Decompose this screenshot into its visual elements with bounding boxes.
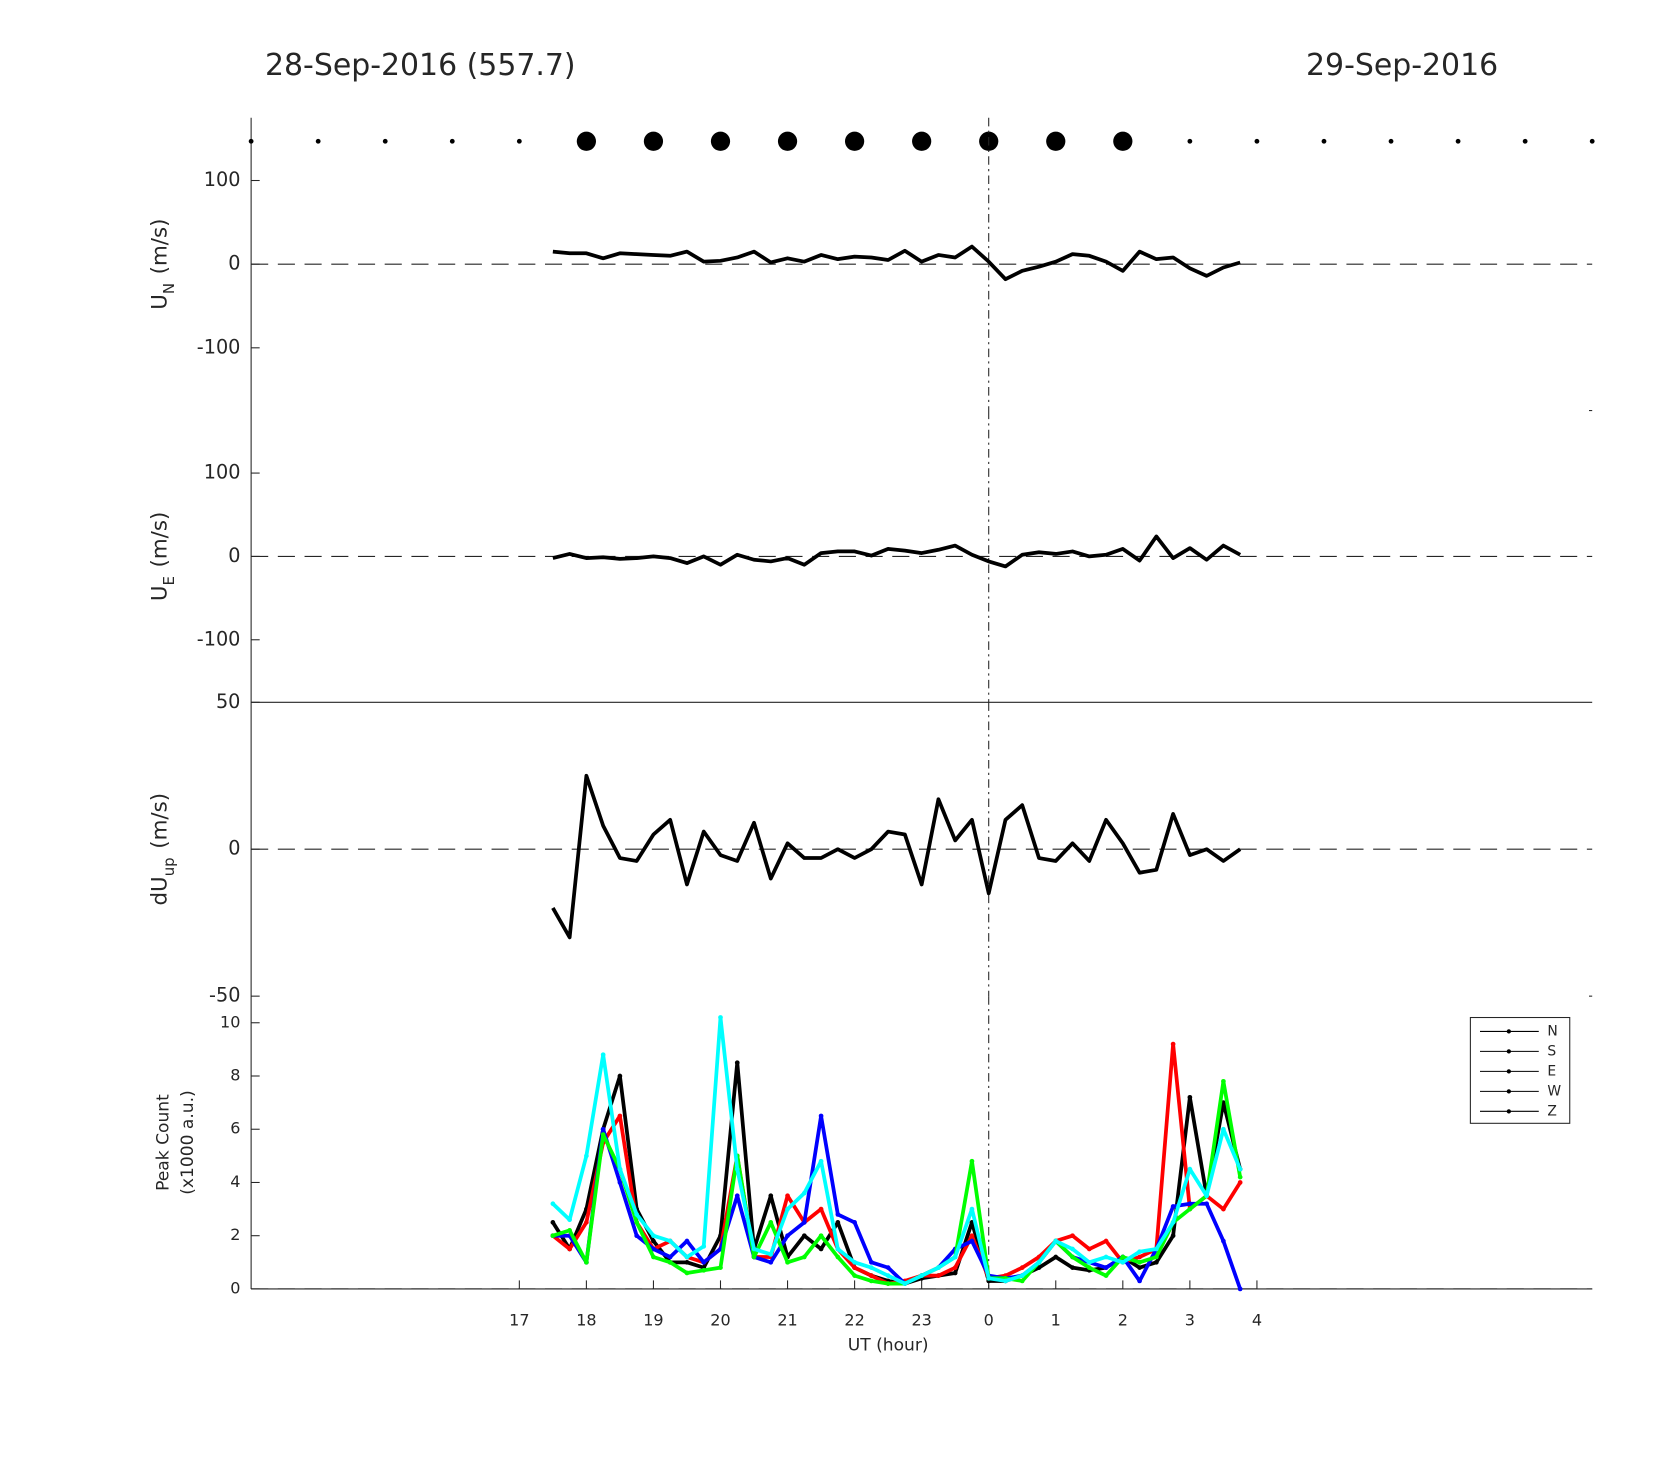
legend-dot (1506, 1029, 1511, 1034)
marker-dot (382, 138, 388, 144)
y-tick-label: 0 (230, 1278, 240, 1297)
y-tick-label: 6 (230, 1119, 240, 1138)
y-axis-label: Peak Count (153, 1094, 173, 1191)
x-tick-label: 0 (984, 1310, 994, 1329)
y-label-unit: (m/s) (147, 219, 172, 275)
y-label-sub: N (159, 283, 177, 294)
y-tick-label: -100 (197, 335, 241, 358)
y-label-sub: up (159, 857, 177, 876)
x-tick-label: 18 (576, 1310, 596, 1329)
y-label-main: U (147, 586, 172, 602)
marker-dot (710, 131, 731, 151)
x-tick-label: 17 (509, 1310, 529, 1329)
x-tick-label: 19 (643, 1310, 663, 1329)
legend-dot (1506, 1069, 1511, 1074)
marker-dot (777, 131, 798, 151)
data-line (552, 1079, 1243, 1286)
marker-dot (516, 138, 522, 144)
marker-dot (1321, 138, 1327, 144)
legend-label: N (1547, 1023, 1557, 1039)
y-axis-label: (x1000 a.u.) (178, 1090, 198, 1194)
marker-dot (576, 131, 597, 151)
legend-label: W (1547, 1083, 1561, 1099)
data-line (551, 1042, 1242, 1286)
marker-dot (844, 131, 865, 151)
chart-title: 28-Sep-2016 (557.7) (265, 48, 576, 83)
marker-dot (1113, 131, 1133, 151)
marker-dot (1254, 138, 1260, 144)
marker-dot (1187, 138, 1193, 144)
y-tick-label: 0 (228, 544, 240, 567)
marker-dot (1388, 138, 1394, 144)
y-tick-label: 4 (230, 1172, 240, 1191)
y-label-unit: (m/s) (147, 793, 172, 849)
data-line (551, 1015, 1242, 1286)
y-tick-label: 50 (216, 690, 240, 713)
legend-box (1469, 1016, 1571, 1124)
y-label-main: dU (147, 876, 172, 905)
marker-dot (1589, 138, 1595, 144)
data-line (551, 773, 1242, 940)
y-axis-label: UN (m/s) (147, 219, 177, 310)
marker-dot (248, 138, 254, 144)
y-axis-label: dUup (m/s) (147, 793, 177, 906)
x-tick-label: 1 (1051, 1310, 1061, 1329)
y-tick-label: 2 (230, 1225, 240, 1244)
y-tick-label: -50 (209, 984, 240, 1007)
marker-dot (1046, 131, 1066, 151)
marker-dot (315, 138, 321, 144)
y-tick-label: 0 (228, 837, 240, 860)
y-tick-label: 8 (230, 1066, 240, 1085)
x-tick-label: 3 (1185, 1310, 1195, 1329)
y-tick-label: 10 (220, 1012, 240, 1031)
legend-dot (1506, 1089, 1511, 1094)
x-axis-label: UT (hour) (848, 1336, 929, 1356)
y-axis-label: UE (m/s) (147, 512, 177, 601)
chart-title-right: 29-Sep-2016 (1306, 48, 1498, 83)
y-tick-label: 100 (204, 168, 241, 191)
marker-dot (643, 131, 664, 151)
legend-label: S (1547, 1043, 1556, 1059)
y-tick-label: 100 (204, 461, 241, 484)
x-tick-label: 4 (1252, 1310, 1262, 1329)
y-tick-label: -100 (197, 627, 241, 650)
x-tick-label: 2 (1118, 1310, 1128, 1329)
marker-dot (1522, 138, 1528, 144)
y-label-main: U (147, 294, 172, 310)
legend-label: E (1547, 1063, 1556, 1079)
marker-dot (912, 131, 932, 151)
legend-dot (1506, 1049, 1511, 1054)
data-line (552, 534, 1242, 569)
y-label-unit: (m/s) (147, 512, 172, 568)
x-tick-label: 20 (710, 1310, 730, 1329)
y-tick-label: 0 (228, 252, 240, 275)
data-line (552, 244, 1241, 282)
legend-dot (1506, 1109, 1511, 1114)
x-tick-label: 21 (777, 1310, 797, 1329)
x-tick-label: 23 (911, 1310, 931, 1329)
legend-label: Z (1547, 1103, 1557, 1119)
x-tick-label: 22 (844, 1310, 864, 1329)
y-label-sub: E (159, 576, 177, 585)
marker-dot (449, 138, 455, 144)
marker-dot (1455, 138, 1461, 144)
